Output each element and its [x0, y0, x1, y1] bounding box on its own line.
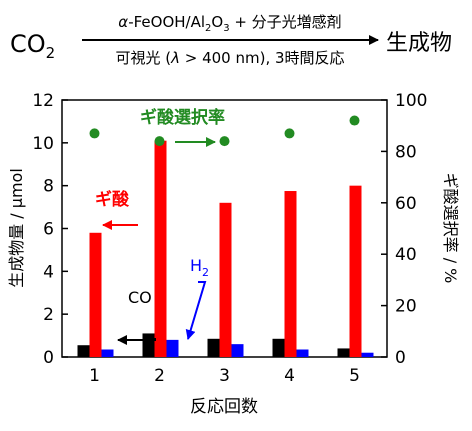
bar-series: [77, 140, 374, 357]
reaction-scheme: CO2 α-FeOOH/Al2O3 + 分子光増感剤 可視光 (λ > 400 …: [10, 13, 452, 67]
y-tick-label: 4: [43, 262, 54, 282]
h2-bar: [231, 344, 244, 357]
selectivity-points: [89, 115, 360, 147]
co-bar: [272, 338, 285, 357]
co-bar: [142, 333, 155, 357]
h2-arrow: [185, 281, 207, 340]
co-annotation: CO: [128, 288, 152, 307]
selectivity-annotation: ギ酸選択率: [140, 107, 225, 128]
y2-tick-label: 40: [395, 245, 417, 265]
selectivity-point: [349, 115, 360, 126]
co-bar: [77, 345, 90, 357]
x-tick-label: 5: [349, 366, 360, 386]
formic-acid-bar: [219, 202, 232, 357]
x-axis-title: 反応回数: [190, 397, 258, 417]
selectivity-point: [89, 128, 100, 139]
x-tick-label: 2: [154, 366, 165, 386]
y2-tick-label: 0: [395, 348, 406, 368]
selectivity-point: [219, 136, 230, 147]
formic-acid-bar: [154, 140, 167, 357]
formic-acid-bar: [89, 232, 102, 357]
product-label: 生成物: [386, 31, 452, 56]
formic-acid-annotation: ギ酸: [95, 189, 130, 210]
y-tick-label: 10: [32, 134, 54, 154]
h2-bar: [101, 349, 114, 357]
y-tick-label: 8: [43, 177, 54, 197]
co-arrow: [117, 335, 156, 345]
co-bar: [337, 348, 350, 357]
y2-tick-label: 80: [395, 142, 417, 162]
selectivity-point: [284, 128, 295, 139]
h2-annotation: H2: [190, 256, 209, 279]
h2-bar: [361, 352, 374, 357]
y2-axis-title: ギ酸選択率 / %: [441, 173, 460, 284]
y-tick-label: 2: [43, 305, 54, 325]
right-axis-ticks: 0 20 40 60 80 100: [381, 91, 427, 368]
x-tick-label: 1: [89, 366, 100, 386]
reaction-conditions-top: α-FeOOH/Al2O3 + 分子光増感剤: [118, 13, 341, 34]
y2-tick-label: 20: [395, 297, 417, 317]
h2-bar: [296, 349, 309, 357]
y-axis-title: 生成物量 / μmol: [7, 168, 26, 288]
reactant-label: CO2: [10, 30, 55, 62]
h2-bar: [166, 339, 179, 357]
y-tick-label: 0: [43, 348, 54, 368]
y2-tick-label: 100: [395, 91, 427, 111]
annotations: ギ酸選択率 ギ酸 CO H2: [95, 107, 225, 345]
formic-acid-bar: [284, 191, 297, 357]
formic-acid-bar: [349, 185, 362, 357]
co-bar: [207, 338, 220, 357]
selectivity-point: [154, 136, 165, 147]
reaction-conditions-bottom: 可視光 (λ > 400 nm), 3時間反応: [115, 49, 344, 67]
x-tick-label: 4: [284, 366, 295, 386]
left-axis-ticks: 0 2 4 6 8 10 12: [32, 91, 68, 368]
x-tick-label: 3: [219, 366, 230, 386]
y-tick-label: 6: [43, 220, 54, 240]
y-tick-label: 12: [32, 91, 54, 111]
y2-tick-label: 60: [395, 194, 417, 214]
